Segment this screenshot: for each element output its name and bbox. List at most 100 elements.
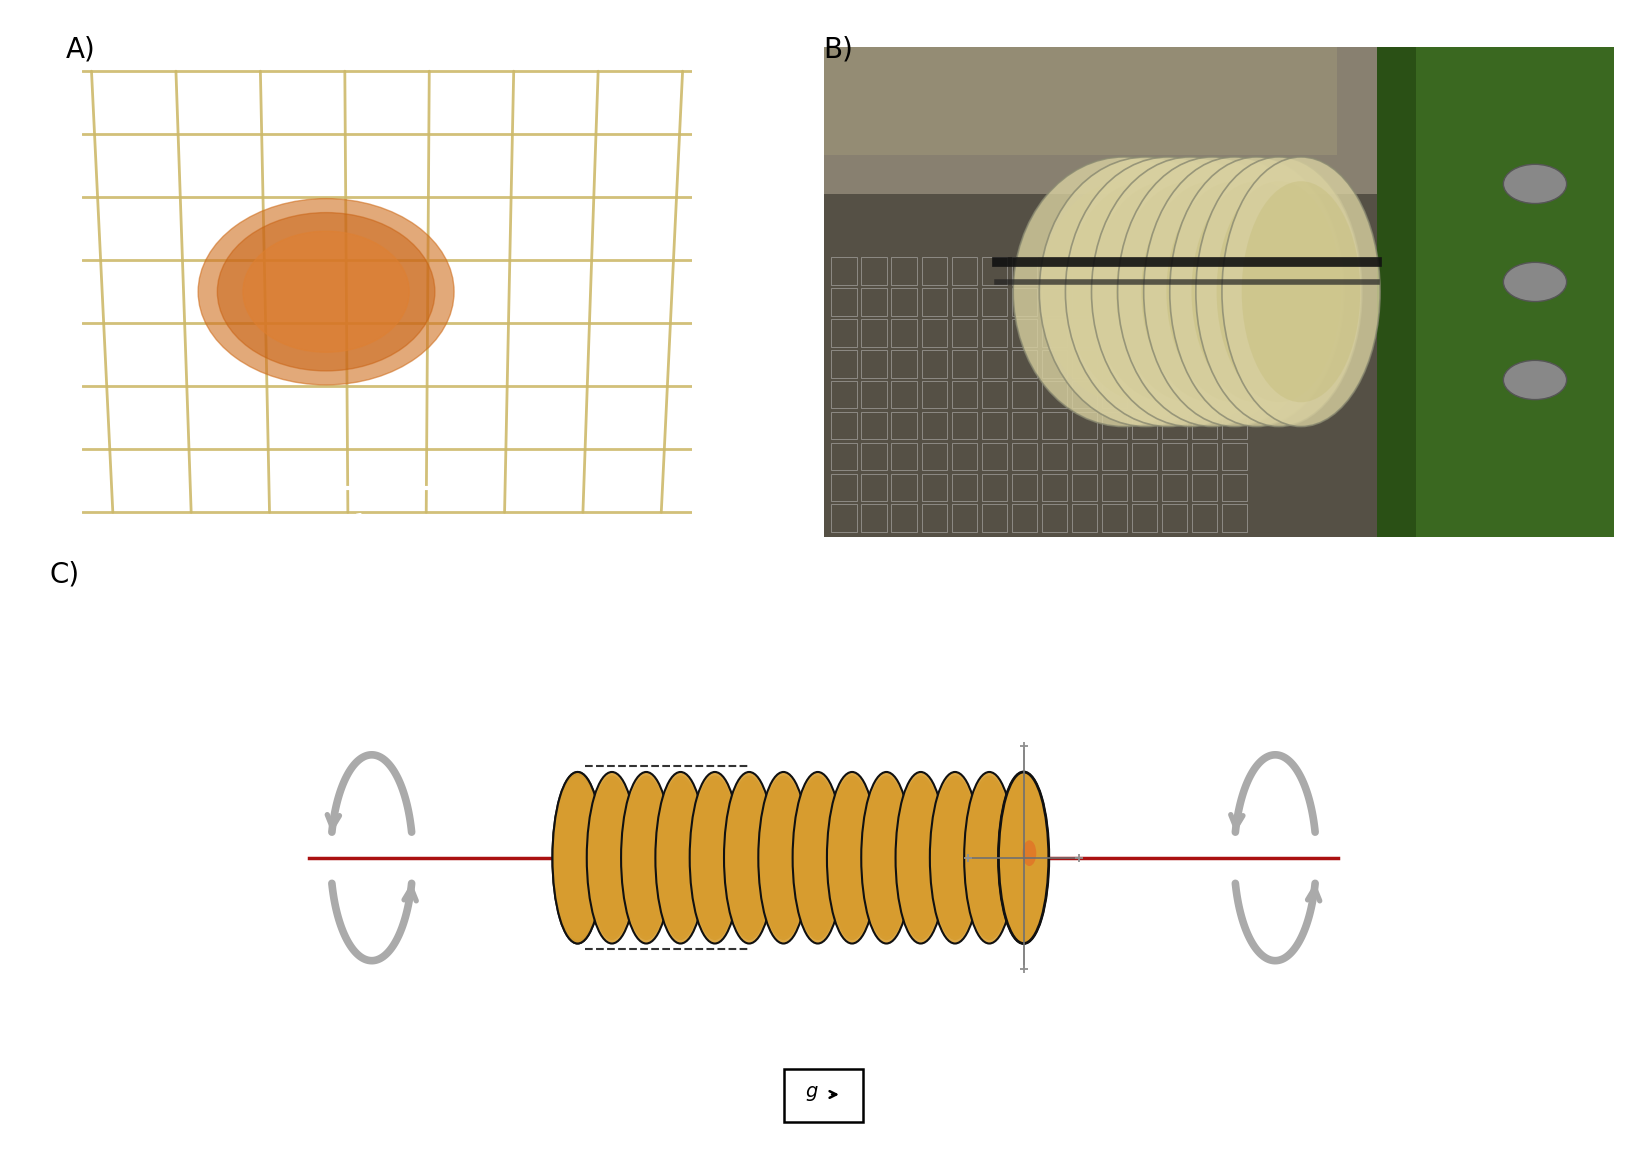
Ellipse shape xyxy=(866,789,906,927)
Bar xyxy=(832,474,856,501)
Ellipse shape xyxy=(557,789,598,927)
Ellipse shape xyxy=(586,773,637,943)
Bar xyxy=(952,258,977,285)
Ellipse shape xyxy=(794,775,842,941)
Bar xyxy=(1041,288,1067,316)
Ellipse shape xyxy=(1003,787,1044,929)
Bar xyxy=(922,350,947,377)
Ellipse shape xyxy=(591,785,632,930)
Bar xyxy=(1131,258,1158,285)
Ellipse shape xyxy=(659,785,702,930)
Ellipse shape xyxy=(1117,181,1265,403)
Ellipse shape xyxy=(626,789,667,927)
Ellipse shape xyxy=(726,782,771,934)
Ellipse shape xyxy=(726,778,772,937)
Bar xyxy=(922,504,947,532)
Bar xyxy=(861,350,886,377)
Ellipse shape xyxy=(1141,181,1283,403)
Ellipse shape xyxy=(1005,792,1043,923)
Bar xyxy=(1011,288,1038,316)
Ellipse shape xyxy=(759,775,807,941)
Ellipse shape xyxy=(796,782,840,934)
Bar xyxy=(1161,442,1187,470)
Bar xyxy=(1072,442,1097,470)
Bar xyxy=(1377,47,1614,537)
Ellipse shape xyxy=(552,773,603,943)
Text: B): B) xyxy=(824,35,853,63)
Ellipse shape xyxy=(863,778,909,937)
Bar xyxy=(952,474,977,501)
Bar xyxy=(832,350,856,377)
Ellipse shape xyxy=(1000,778,1047,937)
Ellipse shape xyxy=(931,775,980,941)
Ellipse shape xyxy=(830,782,875,934)
Bar xyxy=(1131,380,1158,408)
Bar xyxy=(832,258,856,285)
Bar xyxy=(1102,504,1127,532)
Ellipse shape xyxy=(1001,784,1046,931)
Bar xyxy=(1011,412,1038,439)
Ellipse shape xyxy=(728,785,771,930)
Ellipse shape xyxy=(695,792,735,923)
Ellipse shape xyxy=(656,773,705,943)
Ellipse shape xyxy=(901,789,940,927)
Ellipse shape xyxy=(690,775,740,941)
Ellipse shape xyxy=(1090,181,1245,403)
Bar xyxy=(1131,320,1158,347)
Ellipse shape xyxy=(242,231,410,352)
Ellipse shape xyxy=(868,792,906,923)
Bar xyxy=(1011,442,1038,470)
Ellipse shape xyxy=(693,782,736,934)
Bar xyxy=(861,474,886,501)
Bar xyxy=(1192,504,1217,532)
Ellipse shape xyxy=(865,782,909,934)
Ellipse shape xyxy=(657,778,703,937)
Ellipse shape xyxy=(797,789,838,927)
Bar xyxy=(1041,350,1067,377)
Ellipse shape xyxy=(588,775,636,941)
Bar xyxy=(891,442,917,470)
Text: A): A) xyxy=(66,35,96,63)
Bar xyxy=(982,504,1006,532)
Bar xyxy=(1041,474,1067,501)
Ellipse shape xyxy=(1039,156,1253,426)
Ellipse shape xyxy=(865,785,907,930)
Ellipse shape xyxy=(1196,156,1362,426)
Bar xyxy=(1161,380,1187,408)
Bar xyxy=(1131,350,1158,377)
Ellipse shape xyxy=(1066,181,1225,403)
Bar xyxy=(982,474,1006,501)
Ellipse shape xyxy=(965,775,1013,941)
Ellipse shape xyxy=(628,792,665,923)
Ellipse shape xyxy=(1041,181,1207,403)
Bar xyxy=(1011,258,1038,285)
Ellipse shape xyxy=(963,773,1015,943)
Ellipse shape xyxy=(591,789,632,927)
Bar xyxy=(824,47,1337,154)
Ellipse shape xyxy=(1066,156,1271,426)
Bar xyxy=(861,258,886,285)
Ellipse shape xyxy=(1000,778,1047,937)
Bar xyxy=(1131,442,1158,470)
Bar xyxy=(1072,288,1097,316)
Ellipse shape xyxy=(552,773,603,943)
Ellipse shape xyxy=(761,778,807,937)
Bar xyxy=(922,288,947,316)
Bar xyxy=(1222,288,1247,316)
Ellipse shape xyxy=(692,778,738,937)
Bar xyxy=(891,412,917,439)
Bar xyxy=(1072,412,1097,439)
Bar xyxy=(1102,288,1127,316)
Ellipse shape xyxy=(621,773,672,943)
Ellipse shape xyxy=(1003,789,1044,927)
Ellipse shape xyxy=(899,782,942,934)
Ellipse shape xyxy=(998,773,1049,943)
Ellipse shape xyxy=(832,789,873,927)
Ellipse shape xyxy=(1166,181,1303,403)
Ellipse shape xyxy=(693,785,736,930)
Ellipse shape xyxy=(968,785,1011,930)
Text: 1 cm: 1 cm xyxy=(354,512,402,531)
Bar xyxy=(891,288,917,316)
Bar xyxy=(1072,504,1097,532)
Bar xyxy=(1192,474,1217,501)
